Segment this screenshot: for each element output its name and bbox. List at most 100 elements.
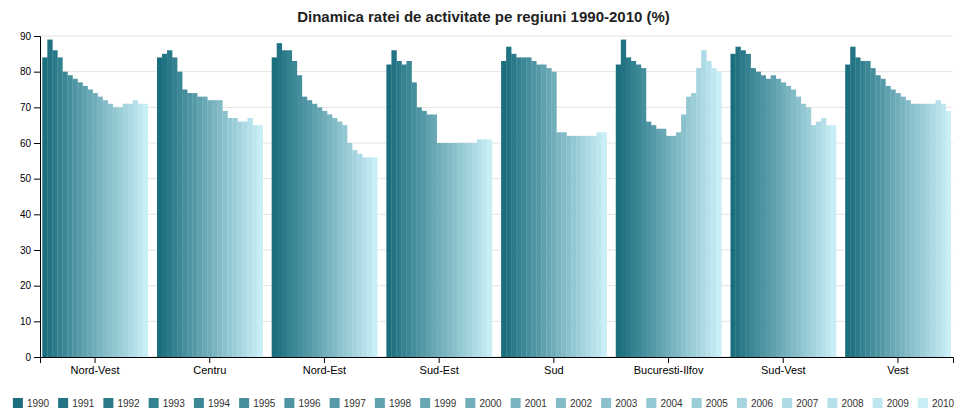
tick: 70 (20, 102, 40, 113)
bar (701, 50, 706, 357)
legend-swatch (737, 398, 747, 408)
bar (88, 90, 93, 358)
tick-mark (34, 107, 40, 108)
bar (312, 104, 317, 357)
legend-item: 1990 (13, 398, 50, 409)
legend-label: 2010 (932, 398, 955, 409)
legend-swatch (103, 398, 113, 408)
bar (816, 122, 821, 357)
bar (212, 100, 217, 357)
legend-item: 2010 (918, 398, 955, 409)
bar-series (47, 40, 855, 357)
legend-swatch (375, 398, 385, 408)
bar (880, 79, 885, 357)
legend-swatch (149, 398, 159, 408)
legend-swatch (556, 398, 566, 408)
bar (162, 54, 167, 357)
bar (292, 61, 297, 357)
tick-label: Nord-Vest (71, 364, 120, 376)
bar (197, 97, 202, 357)
legend-item: 2004 (646, 398, 683, 409)
tick-mark (668, 357, 669, 363)
legend-swatch (827, 398, 837, 408)
bar (242, 122, 247, 357)
bar (257, 125, 262, 357)
bar (526, 57, 531, 357)
bar (531, 61, 536, 357)
bar (651, 125, 656, 357)
bar (217, 100, 222, 357)
tick: 80 (20, 66, 40, 77)
bar (442, 143, 447, 357)
tick-mark (553, 357, 554, 363)
tick-mark (34, 286, 40, 287)
bar (417, 107, 422, 357)
tick-mark (783, 357, 784, 363)
bar (926, 104, 931, 357)
legend-swatch (692, 398, 702, 408)
bar (556, 132, 561, 357)
tick-label: 10 (20, 316, 32, 327)
legend-label: 1994 (208, 398, 231, 409)
bar (487, 139, 492, 357)
bar (845, 65, 850, 357)
axis-line (34, 37, 41, 358)
legend-label: 1999 (434, 398, 457, 409)
bar (676, 132, 681, 357)
bar (576, 136, 581, 357)
tick-label: 50 (20, 173, 32, 184)
bar (941, 104, 946, 357)
legend-item: 2006 (737, 398, 774, 409)
bar (875, 75, 880, 357)
bar (247, 118, 252, 357)
legend-label: 2005 (706, 398, 729, 409)
bar (905, 100, 910, 357)
bar (936, 100, 941, 357)
bar (516, 57, 521, 357)
bar (756, 72, 761, 357)
x-axis: Nord-VestCentruNord-EstSud-EstSudBucures… (41, 357, 954, 376)
legend-item: 2001 (511, 398, 548, 409)
tick-label: Sud (544, 364, 564, 376)
tick-mark (34, 214, 40, 215)
bar (711, 68, 716, 357)
legend-swatch (511, 398, 521, 408)
bar (42, 57, 47, 357)
legend-swatch (873, 398, 883, 408)
bar (272, 57, 277, 357)
bar (172, 57, 177, 357)
bar (182, 90, 187, 358)
legend-item: 2008 (827, 398, 864, 409)
bar-series (143, 72, 951, 357)
legend-item: 1995 (239, 398, 276, 409)
bar (187, 93, 192, 357)
legend-label: 1992 (117, 398, 140, 409)
tick: Bucuresti-Ilfov (634, 357, 704, 376)
legend-item: 2005 (692, 398, 729, 409)
tick: 30 (20, 245, 40, 256)
legend-swatch (465, 398, 475, 408)
bar (467, 143, 472, 357)
bar (850, 47, 855, 357)
bar (133, 100, 138, 357)
bar-series (103, 90, 911, 358)
bar (811, 125, 816, 357)
bar (666, 136, 671, 357)
tick-label: 0 (25, 352, 31, 363)
bar (761, 75, 766, 357)
bar (771, 75, 776, 357)
legend-swatch (420, 398, 430, 408)
bar (796, 97, 801, 357)
bar (406, 61, 411, 357)
bar (477, 139, 482, 357)
tick-mark (209, 357, 210, 363)
tick: Sud-Vest (761, 357, 806, 376)
bar (62, 72, 67, 357)
bar (506, 47, 511, 357)
bar (227, 118, 232, 357)
legend-label: 2007 (796, 398, 819, 409)
tick: Vest (887, 357, 908, 376)
tick-label: 30 (20, 245, 32, 256)
tick: 10 (20, 316, 40, 327)
bar (427, 114, 432, 357)
